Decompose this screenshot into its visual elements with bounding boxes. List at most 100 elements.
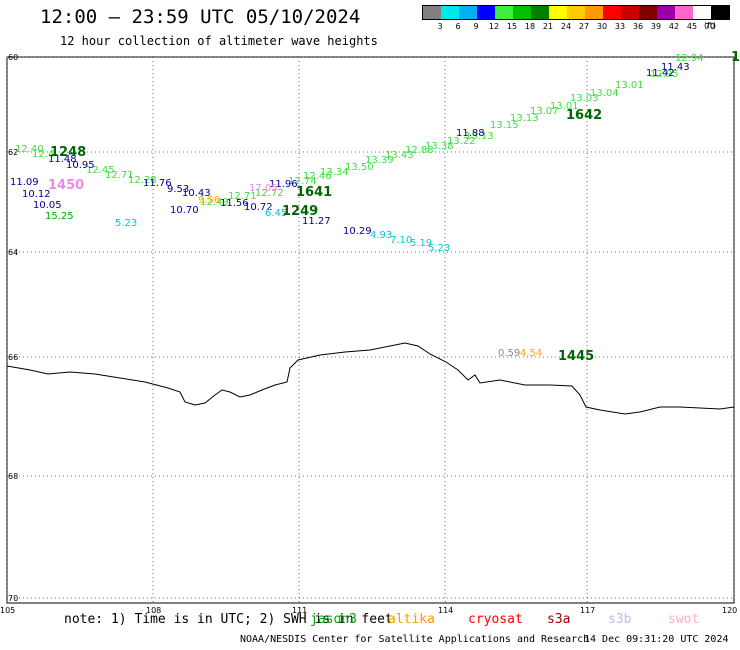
longitude-tick-label: 117 [580,606,595,615]
wave-height-label: 9.53 [167,184,189,195]
pass-time-label: 1 [731,50,740,65]
wave-height-label: 11.09 [10,177,39,188]
wave-height-label: 17.05 [249,183,278,194]
legend-swatch [675,6,693,19]
wave-height-label: 10.43 [182,188,211,199]
legend-label: 42 [668,22,680,31]
legend-swatch [513,6,531,19]
wave-height-label: 10.12 [22,189,51,200]
longitude-tick-label: 111 [292,606,307,615]
pass-time-label: 1249 [282,204,318,219]
longitude-tick-label: 108 [146,606,161,615]
pass-time-label: 1445 [558,349,594,364]
legend-swatch [441,6,459,19]
legend-swatch [603,6,621,19]
wave-height-label: 12.49 [200,197,229,208]
satellite-s3a: s3a [547,612,571,627]
wave-height-label: 12.45 [86,165,115,176]
legend-swatch [477,6,495,19]
legend-swatch [657,6,675,19]
wave-height-label: 13.43 [385,150,414,161]
legend-labels: 3 6 9 12 15 18 21 24 27 30 33 36 39 42 45 70 [422,22,730,31]
wave-height-label: 12.72 [255,188,284,199]
wave-height-label: 10.29 [343,226,372,237]
wave-height-label: 12.4 [32,149,54,160]
latitude-tick-label: 64 [8,248,18,257]
wave-height-label: 5.23 [428,243,450,254]
legend-swatch [567,6,585,19]
wave-height-label: 6.45 [265,208,287,219]
wave-height-label: 10.05 [33,200,62,211]
wave-height-label: 13.34 [320,167,349,178]
map-subtitle: 12 hour collection of altimeter wave hei… [60,34,378,48]
pass-time-label: 1641 [296,185,332,200]
wave-height-label: 9.56 [198,195,220,206]
wave-height-label: 13.39 [365,155,394,166]
latitude-tick-label: 70 [8,594,18,603]
legend-label: 33 [614,22,626,31]
satellite-cryosat: cryosat [468,612,523,627]
legend-unit: (ft) [704,21,717,30]
legend-label: 12 [488,22,500,31]
wave-height-label: 13.15 [490,120,519,131]
legend-label: 27 [578,22,590,31]
legend-label: 6 [455,22,461,31]
legend-swatch [549,6,567,19]
legend-label: 18 [524,22,536,31]
wave-height-label: 10.72 [244,202,273,213]
legend-swatch [459,6,477,19]
wave-height-label: 12.40 [15,144,44,155]
latitude-tick-label: 60 [8,53,18,62]
satellite-jason3: jason3 [310,612,357,627]
pass-time-label: 1450 [48,178,84,193]
coastline [6,342,735,415]
axis-ticks: 60 62 64 66 68 70 105 108 111 114 117 120 [0,53,737,615]
satellite-swot: swot [668,612,700,627]
latitude-tick-label: 66 [8,353,18,362]
wave-height-label: 11.48 [48,154,77,165]
wave-height-label: 13.38 [425,141,454,152]
legend-label: 39 [650,22,662,31]
wave-height-label: 12.71 [105,170,134,181]
wave-height-label: 12.71 [228,191,257,202]
wave-height-label: 12.74 [288,176,317,187]
wave-height-label: 12.88 [405,145,434,156]
wave-height-label: 13.22 [447,136,476,147]
legend-swatches [422,5,730,20]
wave-height-label: 11.42 [646,68,675,79]
wave-height-label: 4.54 [520,348,542,359]
legend-label: 9 [473,22,479,31]
graticule [6,56,735,603]
wave-height-label: 12.46 [303,171,332,182]
wave-height-label: 0.59 [498,348,520,359]
wave-height-label: 12.95 [650,69,679,80]
longitude-tick-label: 114 [438,606,453,615]
satellite-s3b: s3b [608,612,632,627]
pass-time-label: 1248 [50,145,86,160]
wave-height-label: 12.28 [128,175,157,186]
legend-swatch [693,6,711,19]
satellite-altika: altika [388,612,435,627]
color-legend: 3 6 9 12 15 18 21 24 27 30 33 36 39 42 45 70 [422,5,730,31]
wave-height-label: 11.88 [456,128,485,139]
wave-height-label: 13.03 [570,93,599,104]
legend-swatch [621,6,639,19]
wave-height-label: 12.94 [675,53,704,64]
legend-label: 21 [542,22,554,31]
wave-height-label: 15.25 [45,211,74,222]
latitude-tick-label: 68 [8,472,18,481]
map-frame [6,56,735,604]
legend-swatch [711,6,729,19]
legend-label: 45 [686,22,698,31]
legend-label: 24 [560,22,572,31]
wave-height-label: 10.70 [170,205,199,216]
legend-label: 36 [632,22,644,31]
longitude-tick-label: 105 [0,606,15,615]
wave-height-label: 11.56 [220,198,249,209]
wave-height-label: 13.13 [465,131,494,142]
legend-swatch [531,6,549,19]
legend-swatch [585,6,603,19]
wave-height-label: 11.43 [661,62,690,73]
wave-height-label: 5.23 [115,218,137,229]
